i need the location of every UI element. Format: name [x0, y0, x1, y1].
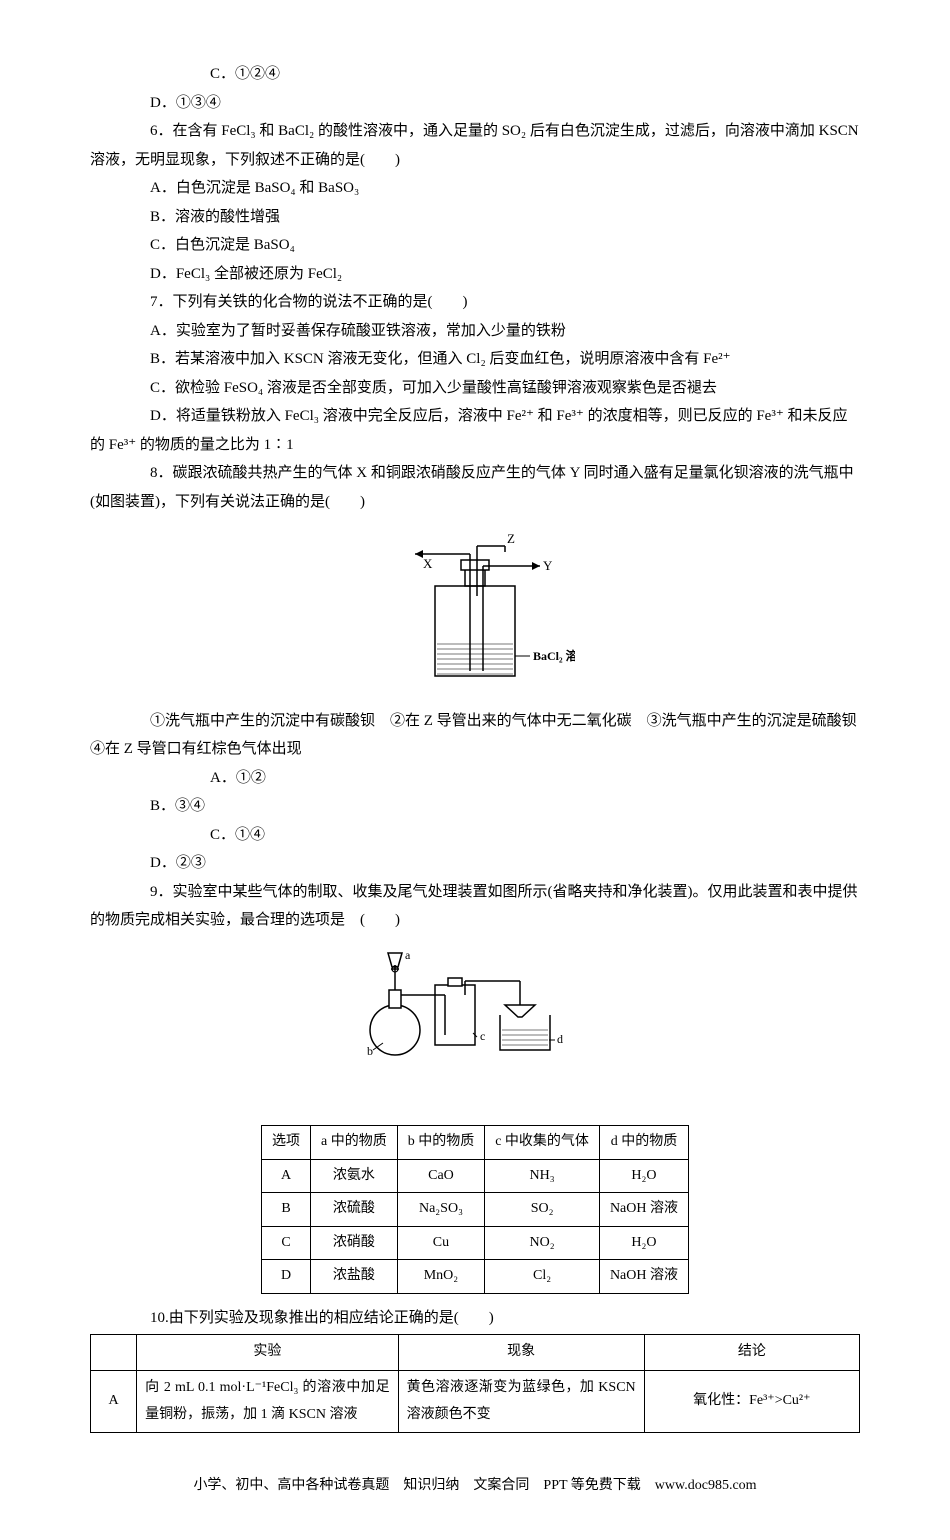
q8-option-d: D．②③	[90, 849, 460, 878]
q9-figure: a b c d	[90, 945, 860, 1076]
q6-option-d: D．FeCl₃ 全部被还原为 FeCl₂	[90, 260, 860, 289]
q9-th-4: d 中的物质	[599, 1126, 688, 1160]
q5-option-c: C．①②④	[150, 60, 520, 89]
q8-statements: ①洗气瓶中产生的沉淀中有碳酸钡 ②在 Z 导管出来的气体中无二氧化碳 ③洗气瓶中…	[90, 707, 860, 764]
q6-option-b: B．溶液的酸性增强	[90, 203, 860, 232]
table-row: 选项 a 中的物质 b 中的物质 c 中收集的气体 d 中的物质	[262, 1126, 689, 1160]
q8-option-a: A．①②	[150, 764, 520, 793]
q9-label-d: d	[557, 1032, 563, 1046]
q5-options-cd: C．①②④ D．①③④	[90, 60, 860, 117]
q7-option-c: C．欲检验 FeSO₄ 溶液是否全部变质，可加入少量酸性高锰酸钾溶液观察紫色是否…	[90, 374, 860, 403]
page-footer: 小学、初中、高中各种试卷真题 知识归纳 文案合同 PPT 等免费下载 www.d…	[90, 1473, 860, 1500]
q9-label-b: b	[367, 1044, 373, 1058]
q8-label-bacl2: BaCl₂ 溶液	[533, 648, 575, 663]
q6-option-a: A．白色沉淀是 BaSO₄ 和 BaSO₃	[90, 174, 860, 203]
q8-option-b: B．③④	[90, 792, 460, 821]
q8-stem: 8．碳跟浓硫酸共热产生的气体 X 和铜跟浓硝酸反应产生的气体 Y 同时通入盛有足…	[90, 459, 860, 516]
q9-th-3: c 中收集的气体	[485, 1126, 600, 1160]
q8-label-y: Y	[543, 558, 553, 573]
q8-figure: X Z Y BaCl₂ 溶液	[90, 526, 860, 697]
q9-th-0: 选项	[262, 1126, 311, 1160]
table-row: D 浓盐酸 MnO₂ Cl₂ NaOH 溶液	[262, 1260, 689, 1294]
table-row: B 浓硫酸 Na₂SO₃ SO₂ NaOH 溶液	[262, 1193, 689, 1227]
q9-th-2: b 中的物质	[397, 1126, 485, 1160]
q6-option-c: C．白色沉淀是 BaSO₄	[90, 231, 860, 260]
table-row: C 浓硝酸 Cu NO₂ H₂O	[262, 1226, 689, 1260]
q7-stem: 7．下列有关铁的化合物的说法不正确的是( )	[90, 288, 860, 317]
table-row: A 浓氨水 CaO NH₃ H₂O	[262, 1159, 689, 1193]
q9-label-c: c	[480, 1029, 485, 1043]
q9-stem: 9．实验室中某些气体的制取、收集及尾气处理装置如图所示(省略夹持和净化装置)。仅…	[90, 878, 860, 935]
q8-options-ab: A．①② B．③④	[90, 764, 860, 821]
q10-table: 实验 现象 结论 A 向 2 mL 0.1 mol·L⁻¹FeCl₃ 的溶液中加…	[90, 1334, 860, 1433]
q5-option-d: D．①③④	[90, 89, 460, 118]
q9-th-1: a 中的物质	[311, 1126, 398, 1160]
q8-options-cd: C．①④ D．②③	[90, 821, 860, 878]
table-row: 实验 现象 结论	[91, 1335, 860, 1371]
q6-stem: 6．在含有 FeCl₃ 和 BaCl₂ 的酸性溶液中，通入足量的 SO₂ 后有白…	[90, 117, 860, 174]
table-row: A 向 2 mL 0.1 mol·L⁻¹FeCl₃ 的溶液中加足量铜粉，振荡，加…	[91, 1371, 860, 1433]
q7-option-a: A．实验室为了暂时妥善保存硫酸亚铁溶液，常加入少量的铁粉	[90, 317, 860, 346]
q7-option-b: B．若某溶液中加入 KSCN 溶液无变化，但通入 Cl₂ 后变血红色，说明原溶液…	[90, 345, 860, 374]
q7-option-d: D．将适量铁粉放入 FeCl₃ 溶液中完全反应后，溶液中 Fe²⁺ 和 Fe³⁺…	[90, 402, 860, 459]
q8-label-x: X	[423, 556, 433, 571]
q10-stem: 10.由下列实验及现象推出的相应结论正确的是( )	[90, 1304, 860, 1333]
q9-label-a: a	[405, 948, 411, 962]
q8-option-c: C．①④	[150, 821, 520, 850]
q8-label-z: Z	[507, 531, 515, 546]
q9-table: 选项 a 中的物质 b 中的物质 c 中收集的气体 d 中的物质 A 浓氨水 C…	[261, 1125, 689, 1294]
